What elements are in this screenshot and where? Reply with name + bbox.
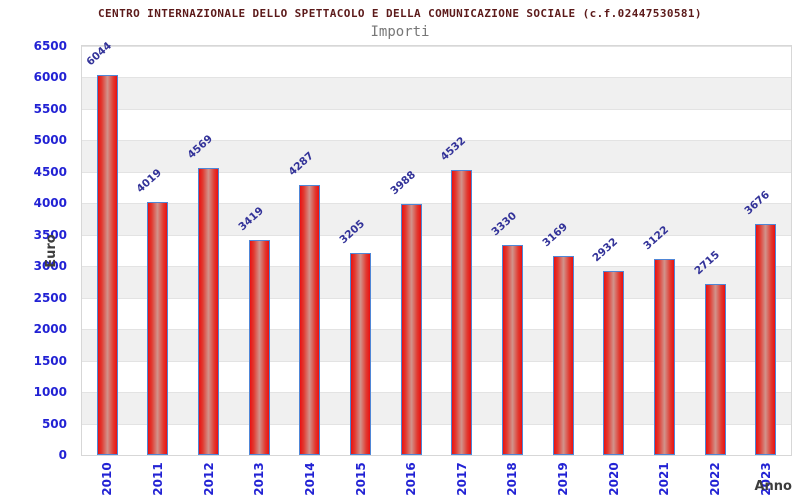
plot-band [82, 234, 791, 267]
x-tick-label: 2014 [302, 462, 317, 496]
plot-band [82, 297, 791, 330]
plot-band [82, 108, 791, 141]
gridline [82, 108, 791, 110]
chart-title: CENTRO INTERNAZIONALE DELLO SPETTACOLO E… [98, 7, 702, 20]
y-tick-label: 4500 [33, 164, 67, 179]
y-tick-label: 6000 [33, 70, 67, 85]
gridline [82, 297, 791, 299]
bar [755, 223, 777, 455]
plot-band [82, 77, 791, 109]
plot-band [82, 423, 791, 455]
bar [653, 258, 675, 455]
bar [248, 239, 270, 455]
gridline [82, 329, 791, 331]
y-tick-label: 4000 [33, 196, 67, 211]
y-tick-label: 2500 [33, 290, 67, 305]
x-tick-label: 2020 [606, 462, 621, 496]
x-tick-label: 2019 [556, 462, 571, 496]
gridline [82, 46, 791, 47]
gridline [82, 234, 791, 236]
bar [400, 204, 422, 455]
bar [350, 253, 372, 455]
plot-band [82, 203, 791, 235]
gridline [82, 203, 791, 205]
plot-band [82, 140, 791, 172]
gridline [82, 171, 791, 173]
gridline [82, 392, 791, 394]
y-tick-label: 5000 [33, 133, 67, 148]
gridline [82, 360, 791, 362]
y-tick-label: 1000 [33, 385, 67, 400]
y-tick-label: 0 [58, 448, 67, 462]
bar [603, 270, 625, 455]
plot-band [82, 329, 791, 361]
plot-band [82, 360, 791, 393]
plot-area [81, 45, 792, 456]
x-tick-label: 2012 [201, 462, 216, 496]
gridline [82, 266, 791, 268]
y-tick-label: 6500 [33, 39, 67, 53]
plot-band [82, 392, 791, 424]
x-tick-label: 2017 [454, 462, 469, 496]
x-axis-title: Anno [754, 479, 792, 494]
x-tick-label: 2010 [100, 462, 115, 496]
plot-band [82, 171, 791, 204]
y-tick-label: 3000 [33, 259, 67, 274]
plot-band [82, 46, 791, 78]
bar [501, 245, 523, 455]
bar [147, 202, 169, 455]
bar [96, 74, 118, 455]
x-tick-label: 2013 [252, 462, 267, 496]
y-tick-label: 500 [41, 416, 67, 431]
x-tick-label: 2016 [404, 462, 419, 496]
x-tick-label: 2021 [657, 462, 672, 496]
y-axis-title: Euro [44, 234, 59, 268]
x-tick-label: 2018 [505, 462, 520, 496]
y-tick-label: 2000 [33, 322, 67, 337]
x-tick-label: 2015 [353, 462, 368, 496]
bar [704, 284, 726, 455]
y-tick-label: 1500 [33, 353, 67, 368]
gridline [82, 140, 791, 142]
bar [552, 255, 574, 455]
chart-subtitle: Importi [370, 24, 430, 40]
x-tick-label: 2011 [150, 462, 165, 496]
bar [451, 169, 473, 455]
bar [198, 167, 220, 455]
y-tick-label: 5500 [33, 101, 67, 116]
gridline [82, 423, 791, 425]
gridline [82, 77, 791, 79]
bar [299, 185, 321, 455]
y-tick-label: 3500 [33, 227, 67, 242]
plot-band [82, 266, 791, 298]
